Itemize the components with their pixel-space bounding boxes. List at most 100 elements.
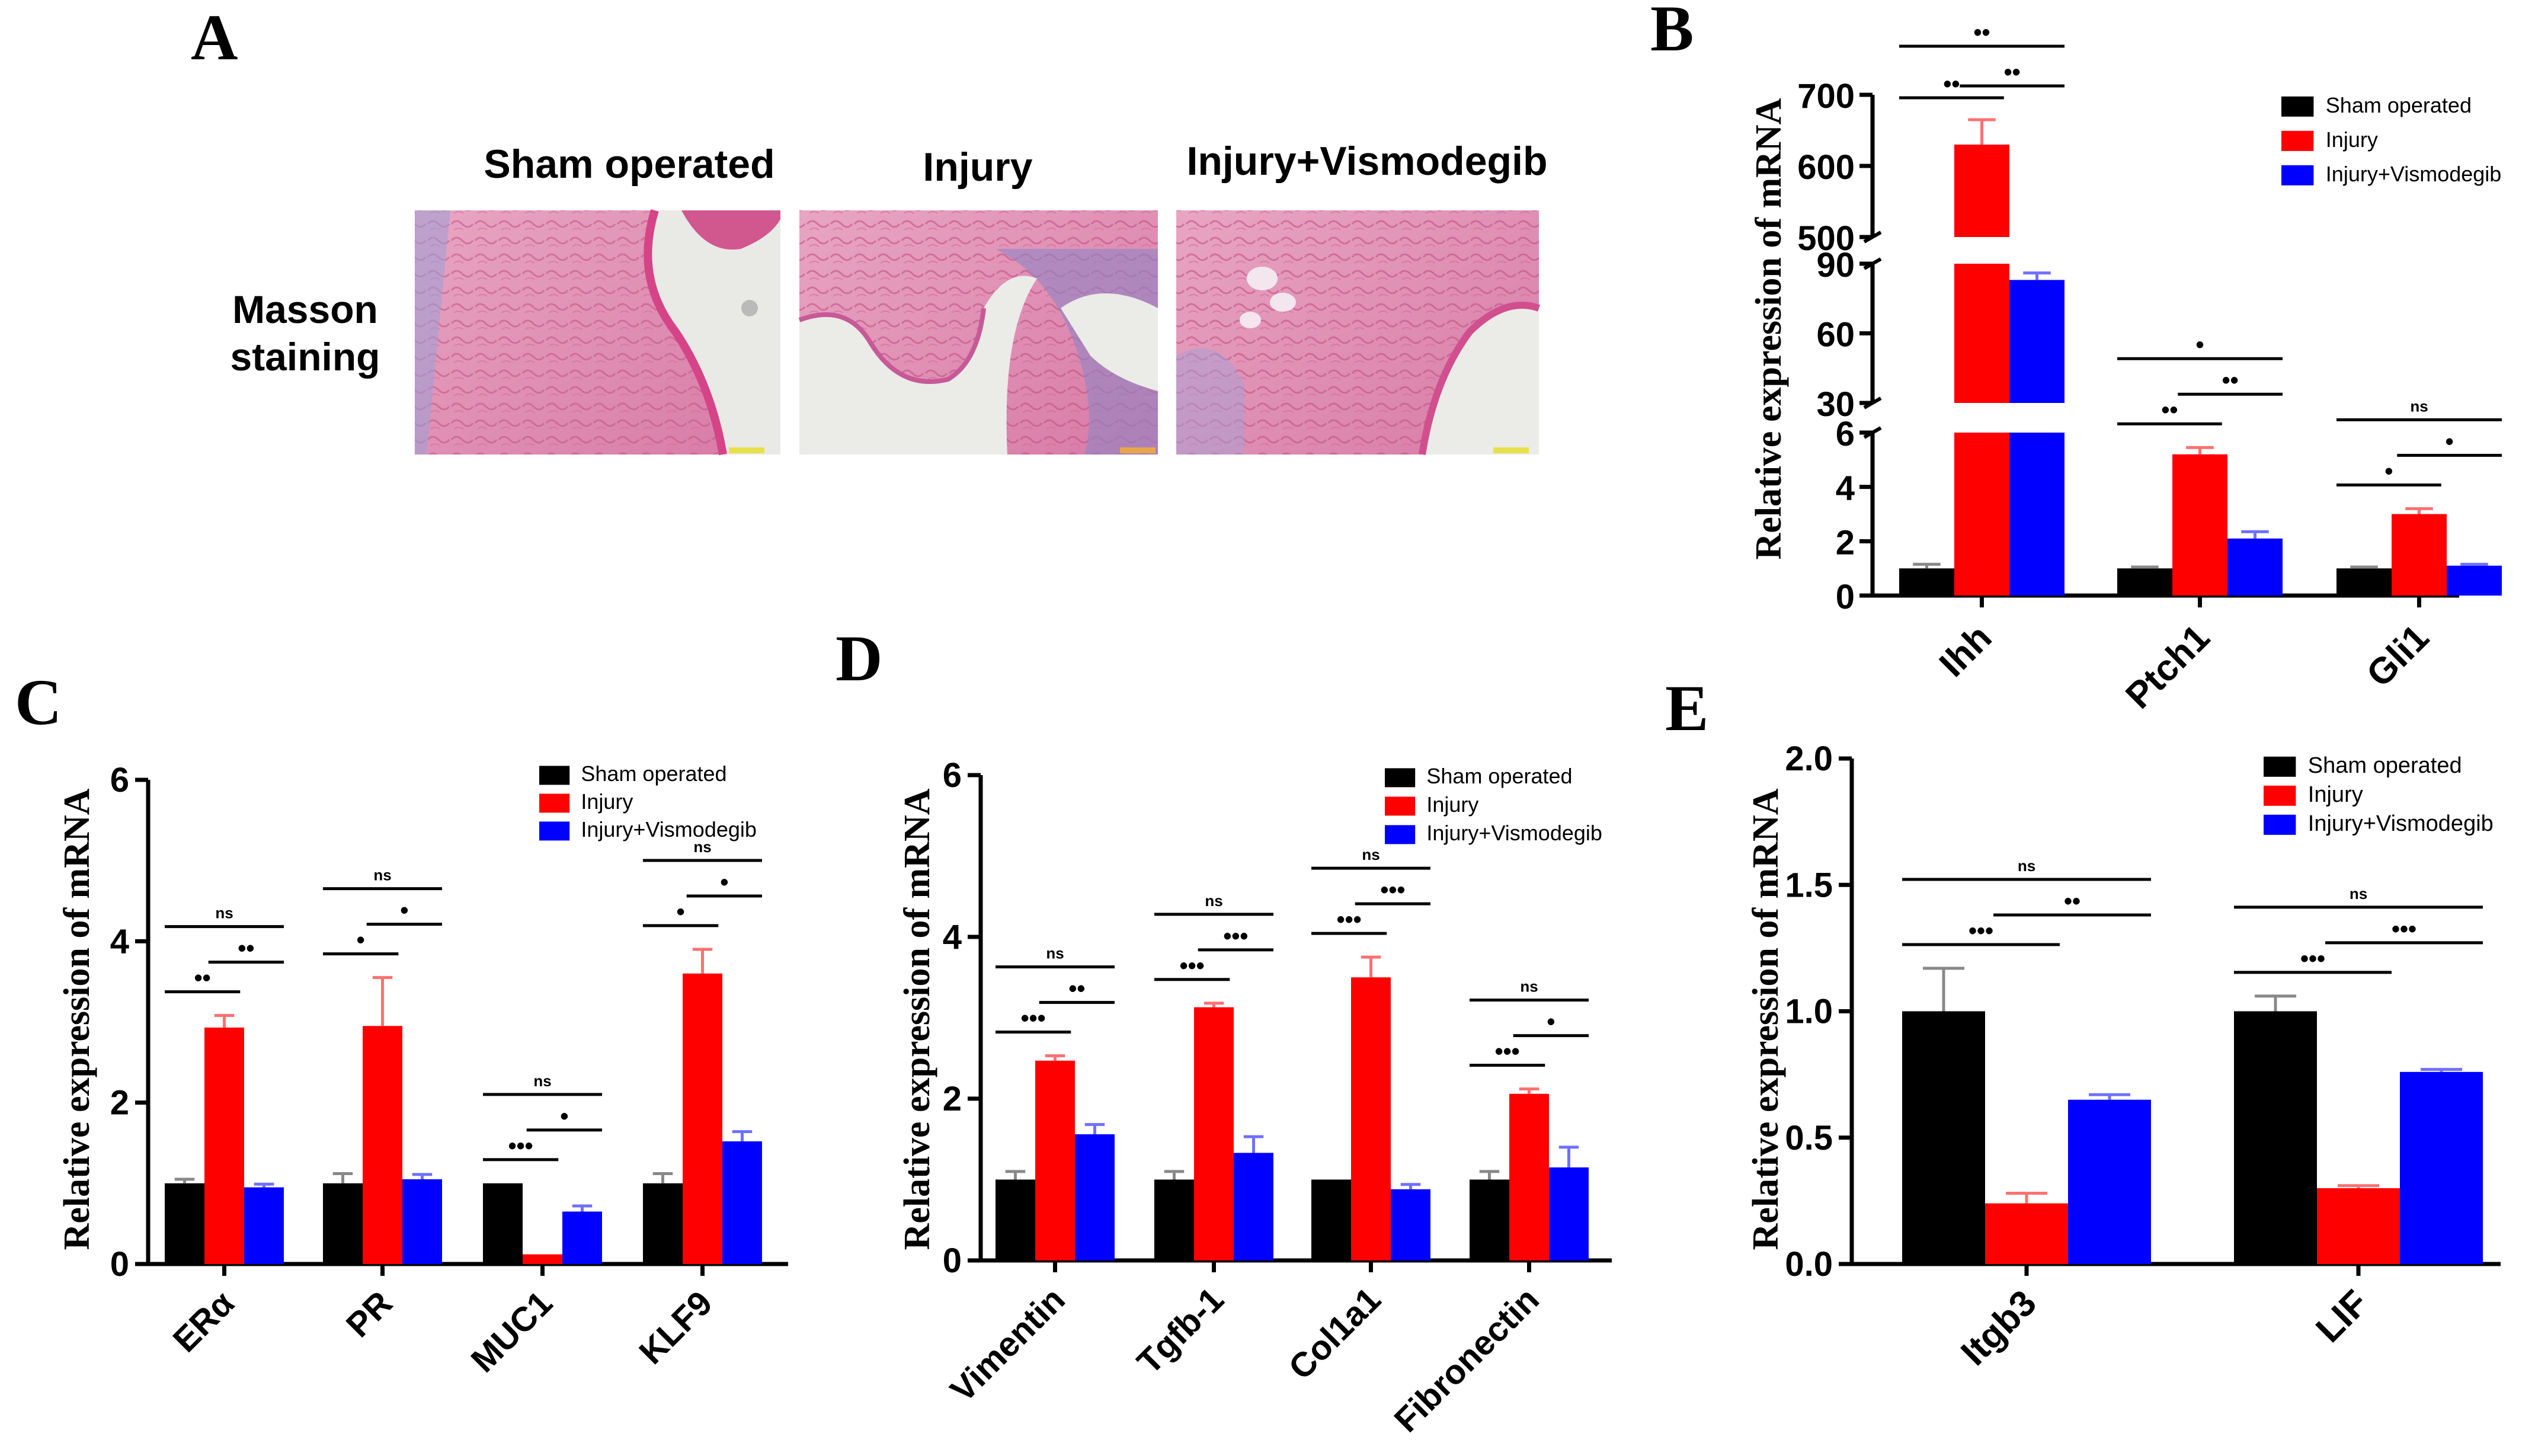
bar-sham-klf9 bbox=[643, 1183, 683, 1264]
bar-sham-fibronectin bbox=[1470, 1179, 1509, 1260]
y-tick-label: 2 bbox=[943, 1080, 962, 1118]
significance-label-injury-vismo: • bbox=[400, 898, 408, 924]
x-tick-label-ptch1: Ptch1 bbox=[2118, 617, 2217, 716]
y-tick-label: 500 bbox=[1797, 219, 1855, 258]
bar-injury-lif bbox=[2317, 1188, 2400, 1264]
y-tick-label: 6 bbox=[110, 761, 129, 799]
significance-label-injury-vismo: ••• bbox=[2392, 916, 2416, 942]
micrograph-sham bbox=[415, 209, 780, 456]
column-title-injury-vismodegib: Injury+Vismodegib bbox=[1186, 139, 1547, 184]
significance-label-sham-vismo: ns bbox=[1046, 945, 1064, 962]
legend-label-injury: Injury bbox=[581, 789, 633, 814]
y-tick-label: 4 bbox=[943, 918, 962, 956]
significance-label-sham-vismo: ns bbox=[693, 838, 711, 856]
bar-vismo-vimentin bbox=[1075, 1134, 1115, 1260]
significance-label-sham-injury: ••• bbox=[2300, 946, 2325, 972]
y-tick-label: 1.5 bbox=[1785, 866, 1833, 904]
legend-swatch-vismo bbox=[539, 821, 570, 841]
legend-label-sham: Sham operated bbox=[581, 761, 726, 786]
x-tick-label-pr: PR bbox=[339, 1284, 400, 1345]
row-label-masson: Masson bbox=[232, 287, 378, 331]
bar-vismo-ptch1 bbox=[2227, 538, 2283, 596]
x-tick-label-klf9: KLF9 bbox=[632, 1284, 719, 1371]
bar-injury-itgb3 bbox=[1985, 1203, 2068, 1264]
significance-label-sham-vismo: ns bbox=[373, 866, 391, 884]
x-tick-label-col1a1: Col1a1 bbox=[1281, 1280, 1388, 1387]
y-axis-label-d: Relative expression of mRNA bbox=[897, 788, 937, 1250]
panel-letter-d: D bbox=[836, 622, 882, 695]
panel-letter-e: E bbox=[1665, 672, 1708, 744]
bar-vismo-ihh-low bbox=[2009, 433, 2065, 596]
legend-c: Sham operated Injury Injury+Vismodegib bbox=[539, 761, 757, 841]
bar-vismo-itgb3 bbox=[2068, 1099, 2151, 1264]
bar-injury-muc1 bbox=[523, 1254, 562, 1264]
y-tick-label: 2 bbox=[1836, 523, 1855, 562]
bar-vismo-ihh-mid bbox=[2009, 280, 2065, 403]
y-tick-label: 1.0 bbox=[1785, 993, 1833, 1031]
significance-label-sham-vismo: ns bbox=[2350, 885, 2367, 903]
significance-label-sham-injury: ••• bbox=[1337, 907, 1362, 933]
panel-d: D Relative expression of mRNA 0 2 4 6 Viment… bbox=[836, 622, 1612, 1439]
significance-label-injury-vismo: • bbox=[560, 1103, 568, 1129]
significance-label-injury-vismo: •• bbox=[2004, 59, 2021, 85]
y-tick-label: 6 bbox=[943, 756, 962, 795]
bar-injury-gli1 bbox=[2392, 514, 2447, 596]
x-tick-label-vimentin: Vimentin bbox=[943, 1280, 1072, 1409]
bar-injury-vimentin bbox=[1035, 1060, 1075, 1260]
legend-label-sham: Sham operated bbox=[2308, 753, 2462, 778]
bar-sham-muc1 bbox=[483, 1183, 523, 1264]
bar-vismo-erα bbox=[244, 1187, 284, 1264]
y-tick-label: 6 bbox=[1836, 415, 1855, 453]
bar-vismo-fibronectin bbox=[1549, 1167, 1589, 1260]
bar-injury-klf9 bbox=[683, 973, 722, 1264]
legend-e: Sham operated Injury Injury+Vismodegib bbox=[2264, 753, 2494, 836]
x-tick-label-ihh: Ihh bbox=[1932, 617, 2000, 685]
legend-swatch-sham bbox=[539, 766, 570, 785]
bar-sham-lif bbox=[2234, 1011, 2317, 1264]
panel-letter-b: B bbox=[1650, 0, 1694, 65]
significance-label-sham-injury: • bbox=[2384, 458, 2393, 484]
bar-vismo-tgfb-1 bbox=[1234, 1153, 1273, 1260]
significance-label-sham-injury: • bbox=[677, 899, 685, 925]
legend-swatch-sham bbox=[2264, 756, 2296, 777]
panel-b: B Relative expression of mRNA 0 2 4 630 60 90… bbox=[1650, 0, 2502, 716]
x-tick-label-itgb3: Itgb3 bbox=[1953, 1282, 2044, 1374]
bar-injury-pr bbox=[363, 1026, 402, 1264]
y-tick-label: 0.0 bbox=[1785, 1245, 1833, 1284]
bar-sham-vimentin bbox=[996, 1179, 1035, 1260]
significance-label-sham-injury: •• bbox=[2161, 397, 2178, 423]
significance-label-sham-vismo: ns bbox=[1362, 846, 1379, 863]
significance-label-sham-injury: ••• bbox=[1495, 1039, 1520, 1065]
y-tick-label: 4 bbox=[110, 922, 129, 961]
significance-label-sham-vismo: •• bbox=[1973, 20, 1990, 46]
bar-injury-ihh-high bbox=[1954, 145, 2009, 237]
significance-label-injury-vismo: • bbox=[2446, 428, 2454, 455]
bar-vismo-col1a1 bbox=[1391, 1189, 1430, 1260]
y-tick-label: 2 bbox=[110, 1084, 129, 1122]
y-tick-label: 90 bbox=[1816, 246, 1855, 284]
legend-swatch-vismo bbox=[1385, 825, 1416, 844]
significance-label-injury-vismo: • bbox=[720, 869, 728, 895]
column-title-injury: Injury bbox=[923, 145, 1032, 190]
y-tick-label: 2.0 bbox=[1785, 740, 1833, 778]
significance-label-sham-vismo: ns bbox=[2018, 857, 2035, 875]
legend-label-injury: Injury bbox=[2308, 782, 2363, 807]
y-axis-label-b: Relative expression of mRNA bbox=[1749, 98, 1789, 559]
x-tick-label-gli1: Gli1 bbox=[2359, 617, 2437, 695]
legend-swatch-injury bbox=[539, 793, 570, 813]
bar-sham-pr bbox=[323, 1183, 363, 1264]
bar-injury-ptch1 bbox=[2172, 454, 2227, 596]
y-tick-label: 0 bbox=[110, 1245, 129, 1284]
legend-label-vismo: Injury+Vismodegib bbox=[2308, 811, 2494, 836]
significance-label-sham-injury: • bbox=[357, 927, 365, 953]
legend-swatch-injury bbox=[1385, 796, 1416, 816]
panel-a: A Sham operated Injury Injury+Vismodegib… bbox=[191, 1, 1548, 456]
y-tick-label: 4 bbox=[1836, 469, 1855, 508]
y-tick-label: 30 bbox=[1816, 385, 1855, 424]
bar-injury-col1a1 bbox=[1351, 977, 1391, 1260]
significance-label-sham-vismo: ns bbox=[2410, 397, 2428, 415]
legend-label-injury: Injury bbox=[2326, 127, 2378, 152]
